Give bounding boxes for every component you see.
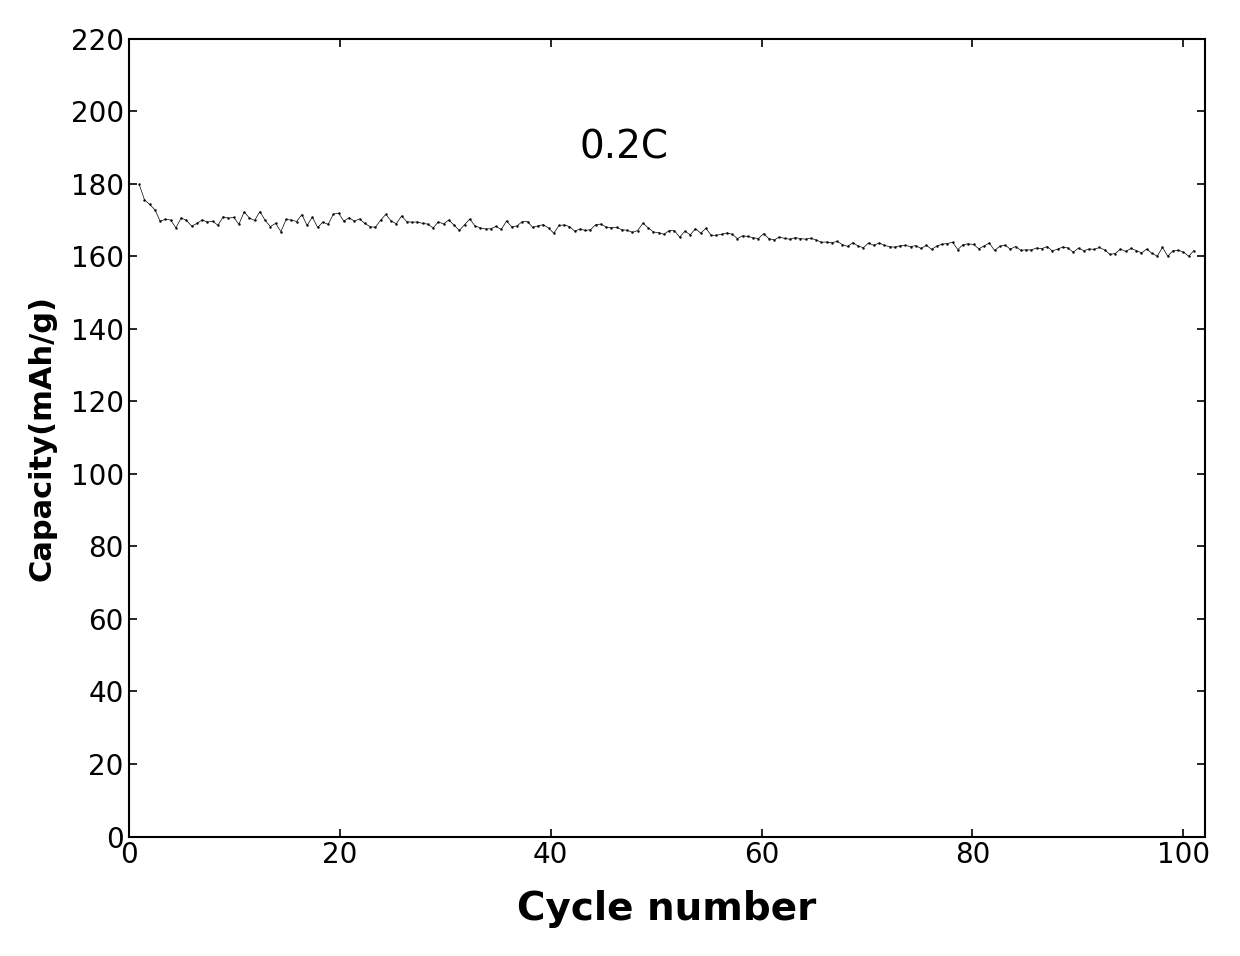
Text: 0.2C: 0.2C <box>580 128 668 166</box>
X-axis label: Cycle number: Cycle number <box>517 890 816 928</box>
Y-axis label: Capacity(mAh/g): Capacity(mAh/g) <box>27 294 57 580</box>
